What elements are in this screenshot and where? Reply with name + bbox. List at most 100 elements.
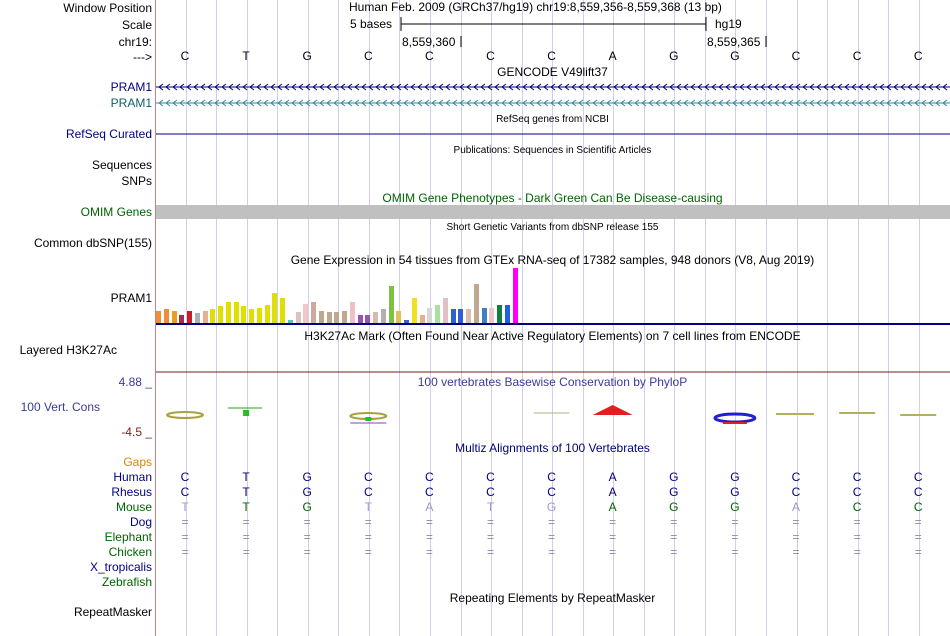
label-layered-h3k27ac[interactable]: Layered H3K27Ac [19, 343, 117, 357]
repeatmasker-track-title[interactable]: Repeating Elements by RepeatMasker [449, 591, 656, 605]
gtex-tissue-bar[interactable] [210, 309, 216, 323]
gtex-tissue-bar[interactable] [357, 315, 363, 323]
alignment-base-dog: = [609, 515, 617, 529]
label-strand-arrow[interactable]: ---> [133, 50, 152, 64]
gtex-tissue-bar[interactable] [504, 305, 510, 323]
gtex-tissue-bar[interactable] [287, 320, 293, 323]
gtex-tissue-bar[interactable] [427, 308, 433, 323]
label-dog[interactable]: Dog [129, 515, 152, 529]
gtex-tissue-bar[interactable] [202, 311, 208, 323]
gtex-tissue-bar[interactable] [187, 311, 192, 323]
window-position-text[interactable]: Human Feb. 2009 (GRCh37/hg19) chr19:8,55… [349, 0, 722, 14]
pram1-gene-line-arrow [697, 83, 703, 91]
gtex-tissue-bar[interactable] [334, 312, 340, 323]
gtex-tissue-bar[interactable] [303, 304, 309, 323]
gtex-tissue-bar[interactable] [497, 305, 502, 323]
gtex-tissue-bar[interactable] [512, 268, 518, 323]
gtex-tissue-bar[interactable] [489, 308, 495, 323]
gtex-tissue-bar[interactable] [194, 313, 200, 323]
omim-track-title[interactable]: OMIM Gene Phenotypes - Dark Green Can Be… [382, 191, 723, 205]
gtex-tissue-bar[interactable] [233, 302, 239, 323]
pram1-gene-line-arrow [942, 83, 948, 91]
base-gridline [277, 0, 278, 636]
gtex-tissue-bar[interactable] [225, 302, 231, 323]
gtex-tissue-bar[interactable] [326, 312, 332, 323]
pram1-gene-line-alt-arrow [809, 99, 815, 107]
alignment-base-chicken: = [731, 545, 739, 559]
pram1-gene-line-arrow [879, 83, 885, 91]
gtex-tissue-bar[interactable] [342, 311, 347, 323]
gtex-tissue-bar[interactable] [396, 311, 402, 323]
pram1-gene-line-arrow [641, 83, 647, 91]
gtex-tissue-bar[interactable] [295, 312, 301, 323]
gtex-tissue-bar[interactable] [388, 286, 394, 323]
label-omim-genes[interactable]: OMIM Genes [80, 205, 152, 219]
label-common-dbsnp[interactable]: Common dbSNP(155) [33, 236, 152, 250]
label-repeatmasker[interactable]: RepeatMasker [73, 605, 152, 619]
genome-track-area[interactable]: Human Feb. 2009 (GRCh37/hg19) chr19:8,55… [155, 0, 950, 636]
dbsnp-track-title[interactable]: Short Genetic Variants from dbSNP releas… [446, 222, 659, 233]
gtex-tissue-bar[interactable] [481, 308, 487, 323]
label-sequences[interactable]: Sequences [91, 158, 152, 172]
gtex-tissue-bar[interactable] [380, 309, 386, 323]
label-snps[interactable]: SNPs [121, 174, 152, 188]
phylop-track-title[interactable]: 100 vertebrates Basewise Conservation by… [417, 375, 688, 389]
gtex-tissue-bar[interactable] [404, 320, 409, 323]
gencode-track-title[interactable]: GENCODE V49lift37 [497, 65, 608, 79]
alignment-base-mouse: A [791, 500, 800, 514]
gtex-tissue-bar[interactable] [349, 302, 355, 323]
gtex-tissue-bar[interactable] [218, 306, 223, 323]
label-gaps[interactable]: Gaps [123, 455, 152, 469]
multiz-track-title[interactable]: Multiz Alignments of 100 Vertebrates [455, 441, 650, 455]
alignment-base-human: C [425, 470, 434, 484]
gtex-tissue-bar[interactable] [241, 306, 247, 323]
gtex-tissue-bar[interactable] [156, 311, 161, 323]
gtex-tissue-bar[interactable] [473, 284, 479, 323]
label-pram1-gencode[interactable]: PRAM1 [110, 80, 152, 94]
label-gtex-pram1[interactable]: PRAM1 [110, 291, 152, 305]
gtex-tissue-bar[interactable] [272, 293, 278, 323]
gtex-tissue-bar[interactable] [450, 309, 456, 323]
label-rhesus[interactable]: Rhesus [111, 485, 152, 499]
label-scale[interactable]: Scale [121, 18, 152, 32]
pram1-gene-line-alt-arrow [704, 99, 710, 107]
label-chrom[interactable]: chr19: [118, 35, 152, 49]
gtex-tissue-bar[interactable] [442, 298, 448, 323]
label-refseq-curated[interactable]: RefSeq Curated [65, 127, 152, 141]
gtex-tissue-bar[interactable] [411, 298, 417, 323]
gtex-tissue-bar[interactable] [256, 308, 262, 323]
gtex-tissue-bar[interactable] [249, 309, 254, 323]
label-elephant[interactable]: Elephant [104, 530, 152, 544]
gtex-tissue-bar[interactable] [466, 309, 471, 323]
gtex-tissue-bar[interactable] [179, 315, 185, 323]
alignment-base-rhesus: C [791, 485, 801, 499]
gtex-tissue-bar[interactable] [280, 298, 285, 323]
label-chicken[interactable]: Chicken [108, 545, 152, 559]
label-zebrafish[interactable]: Zebrafish [101, 575, 152, 589]
gtex-tissue-bar[interactable] [365, 315, 371, 323]
gtex-tissue-bar[interactable] [435, 305, 440, 323]
label-mouse[interactable]: Mouse [115, 500, 152, 514]
pram1-gene-line-alt-arrow [767, 99, 773, 107]
gtex-tissue-bar[interactable] [318, 311, 324, 323]
label-100-vert-cons[interactable]: 100 Vert. Cons [20, 400, 100, 414]
h3k27ac-track-title[interactable]: H3K27Ac Mark (Often Found Near Active Re… [304, 329, 801, 343]
gtex-tissue-bar[interactable] [419, 315, 425, 323]
alignment-base-human: G [730, 470, 740, 484]
gtex-tissue-bar[interactable] [264, 305, 270, 323]
gtex-tissue-bar[interactable] [171, 311, 177, 323]
label-human[interactable]: Human [113, 470, 152, 484]
gtex-tissue-bar[interactable] [311, 302, 316, 323]
label-pram1-gencode-alt[interactable]: PRAM1 [110, 96, 152, 110]
publications-track-title[interactable]: Publications: Sequences in Scientific Ar… [453, 145, 652, 156]
gtex-tissue-bar[interactable] [163, 309, 169, 323]
gtex-tissue-bar[interactable] [458, 309, 464, 323]
alignment-base-dog: = [425, 515, 433, 529]
pram1-gene-line-arrow [725, 83, 731, 91]
label-window-position[interactable]: Window Position [63, 1, 152, 15]
refseq-track-title[interactable]: RefSeq genes from NCBI [496, 114, 609, 125]
label-x-tropicalis[interactable]: X_tropicalis [89, 560, 152, 574]
pram1-gene-line-arrow [886, 83, 892, 91]
gtex-tissue-bar[interactable] [373, 312, 378, 323]
gtex-track-title[interactable]: Gene Expression in 54 tissues from GTEx … [290, 253, 815, 267]
